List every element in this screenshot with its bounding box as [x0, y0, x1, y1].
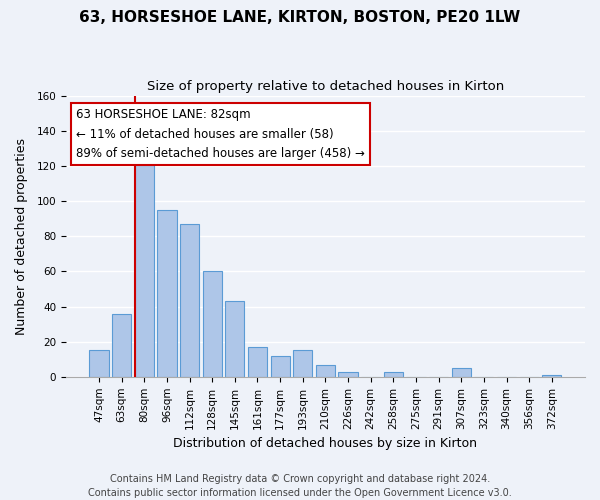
Bar [248, 347, 267, 377]
Text: Contains HM Land Registry data © Crown copyright and database right 2024.
Contai: Contains HM Land Registry data © Crown c… [88, 474, 512, 498]
Bar [157, 210, 176, 377]
Bar [542, 375, 562, 377]
Text: 63 HORSESHOE LANE: 82sqm
← 11% of detached houses are smaller (58)
89% of semi-d: 63 HORSESHOE LANE: 82sqm ← 11% of detach… [76, 108, 365, 160]
Y-axis label: Number of detached properties: Number of detached properties [15, 138, 28, 334]
Bar [112, 314, 131, 377]
Bar [338, 372, 358, 377]
Bar [452, 368, 471, 377]
Bar [180, 224, 199, 377]
Title: Size of property relative to detached houses in Kirton: Size of property relative to detached ho… [147, 80, 504, 93]
Text: 63, HORSESHOE LANE, KIRTON, BOSTON, PE20 1LW: 63, HORSESHOE LANE, KIRTON, BOSTON, PE20… [79, 10, 521, 25]
Bar [134, 164, 154, 377]
X-axis label: Distribution of detached houses by size in Kirton: Distribution of detached houses by size … [173, 437, 478, 450]
Bar [271, 356, 290, 377]
Bar [293, 350, 313, 377]
Bar [316, 364, 335, 377]
Bar [383, 372, 403, 377]
Bar [89, 350, 109, 377]
Bar [203, 272, 222, 377]
Bar [225, 301, 244, 377]
